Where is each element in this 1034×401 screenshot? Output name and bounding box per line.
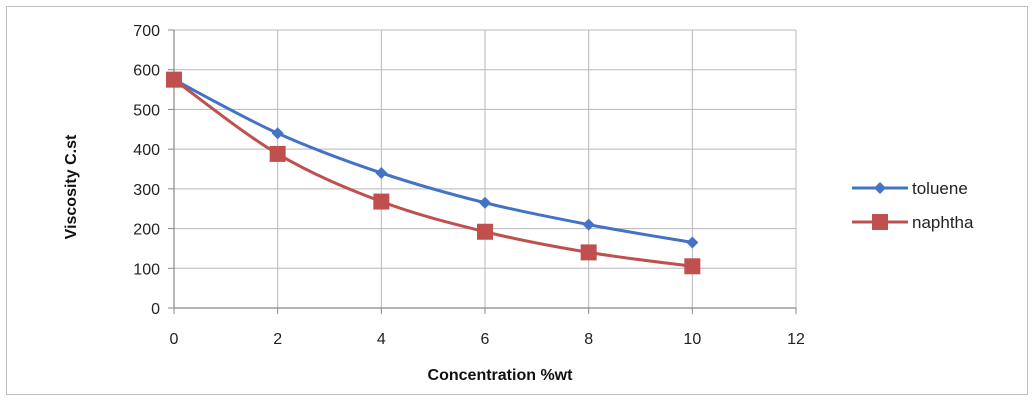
series-group bbox=[166, 71, 701, 275]
legend-marker-toluene bbox=[874, 182, 886, 194]
point-toluene-6 bbox=[479, 196, 491, 209]
point-naphtha-6 bbox=[477, 223, 493, 240]
series-line-naphtha bbox=[173, 78, 693, 268]
x-axis-title: Concentration %wt bbox=[428, 367, 574, 384]
series-toluene bbox=[168, 73, 699, 249]
x-tick-label-4: 4 bbox=[377, 331, 386, 348]
x-tick-label-0: 0 bbox=[170, 331, 179, 348]
point-toluene-2 bbox=[271, 127, 284, 140]
legend: toluene naphtha bbox=[852, 179, 974, 232]
point-naphtha-2 bbox=[269, 145, 286, 162]
point-toluene-4 bbox=[375, 166, 388, 179]
legend-item-naphtha: naphtha bbox=[852, 213, 974, 232]
y-axis-title: Viscosity C.st bbox=[63, 134, 80, 239]
point-naphtha-10 bbox=[684, 258, 701, 275]
y-tick-label-100: 100 bbox=[133, 261, 160, 278]
x-tick-label-12: 12 bbox=[787, 331, 805, 348]
point-naphtha-0 bbox=[166, 71, 182, 88]
point-naphtha-4 bbox=[373, 193, 390, 210]
y-tick-label-600: 600 bbox=[133, 63, 160, 80]
legend-marker-naphtha bbox=[872, 214, 888, 230]
legend-label-toluene: toluene bbox=[912, 179, 968, 198]
axes bbox=[168, 29, 797, 314]
point-toluene-8 bbox=[582, 218, 595, 231]
x-tick-label-10: 10 bbox=[683, 331, 701, 348]
legend-label-naphtha: naphtha bbox=[912, 213, 974, 232]
point-toluene-10 bbox=[686, 236, 699, 249]
x-tick-label-8: 8 bbox=[584, 331, 593, 348]
y-tick-label-200: 200 bbox=[133, 222, 160, 239]
point-naphtha-8 bbox=[580, 244, 597, 261]
x-tick-label-6: 6 bbox=[481, 331, 490, 348]
x-tick-label-2: 2 bbox=[273, 331, 282, 348]
series-line-toluene bbox=[173, 78, 693, 244]
grid-lines bbox=[174, 29, 797, 308]
y-tick-label-400: 400 bbox=[133, 142, 160, 159]
chart-frame bbox=[6, 6, 1028, 395]
legend-item-toluene: toluene bbox=[852, 179, 968, 198]
y-tick-labels: 0 100 200 300 400 500 600 700 bbox=[133, 23, 160, 318]
y-tick-label-300: 300 bbox=[133, 182, 160, 199]
y-tick-label-0: 0 bbox=[151, 301, 160, 318]
series-naphtha bbox=[166, 71, 701, 275]
y-tick-label-700: 700 bbox=[133, 23, 160, 40]
x-tick-labels: 0 2 4 6 8 10 12 bbox=[170, 331, 805, 348]
y-tick-label-500: 500 bbox=[133, 102, 160, 119]
